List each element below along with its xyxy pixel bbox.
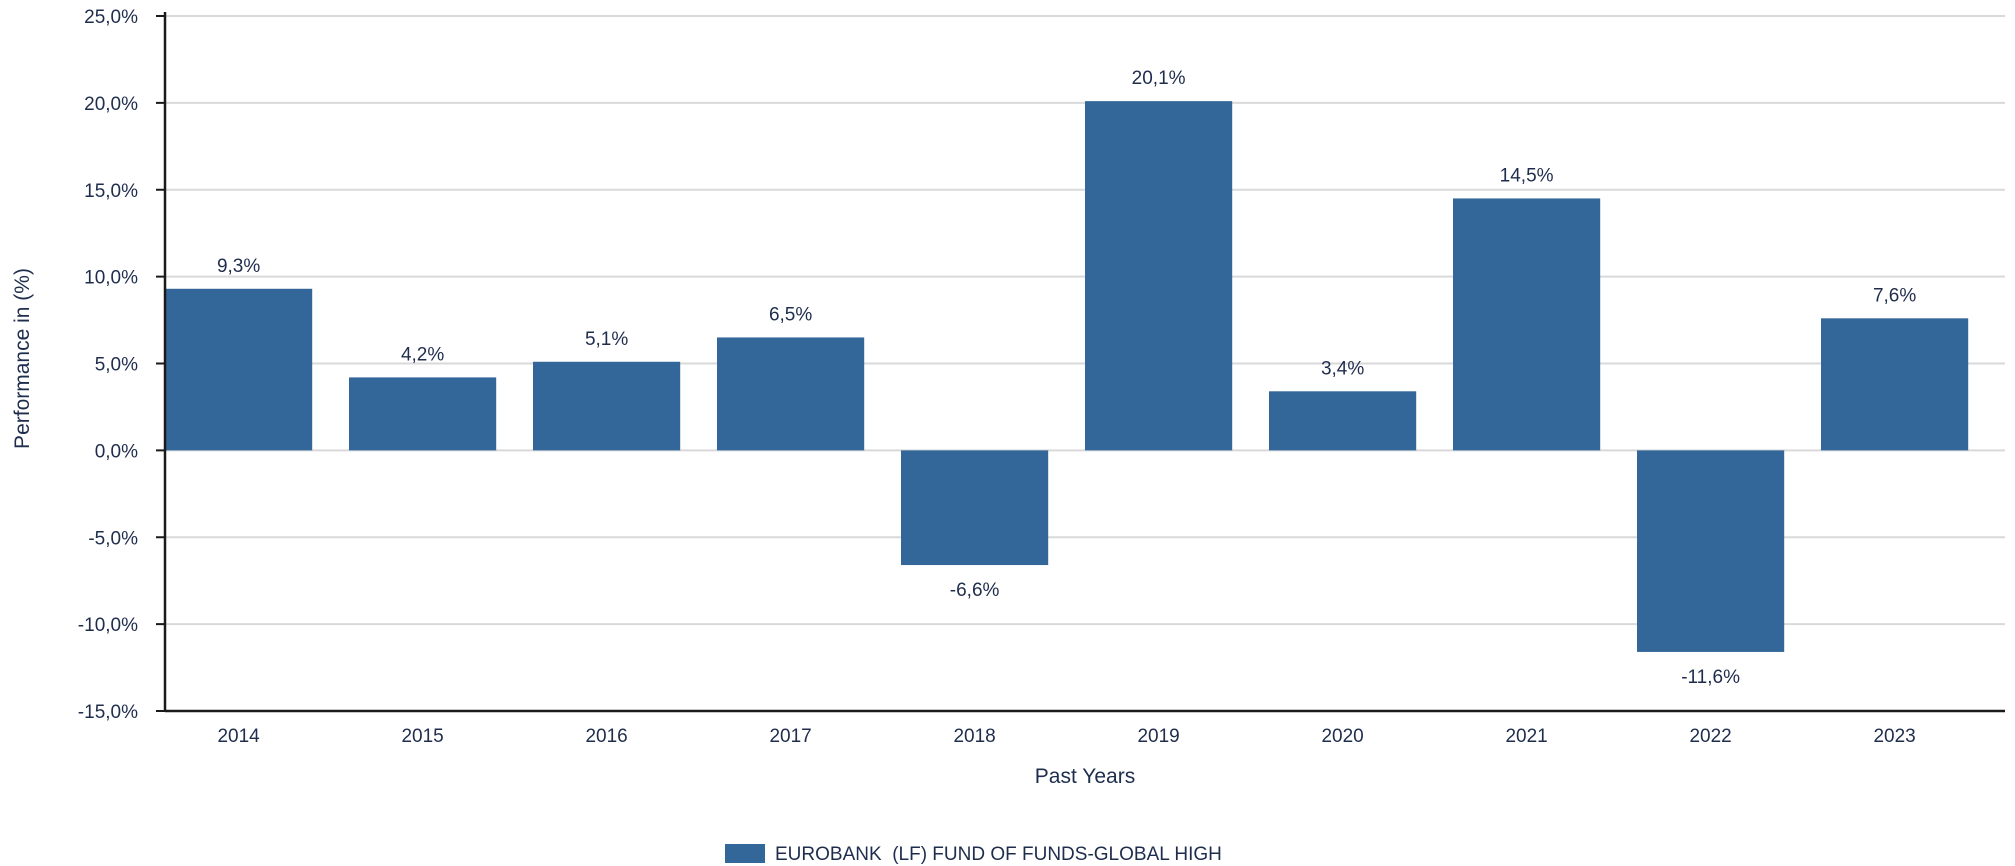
y-tick-label: -5,0% [88, 528, 138, 549]
x-tick-label: 2018 [953, 726, 995, 747]
legend-label: EUROBANK (LF) FUND OF FUNDS-GLOBAL HIGH [775, 844, 1222, 865]
x-tick-label: 2023 [1873, 726, 1915, 747]
bar [901, 450, 1049, 566]
bars [165, 101, 1969, 652]
y-axis-ticks: 25,0% 20,0% 15,0% 10,0% 5,0% 0,0% -5,0% -10,0% -… [78, 7, 165, 723]
x-axis-ticks: 2014 2015 2016 2017 2018 2019 2020 2021 2022 2023 [217, 726, 1915, 747]
x-axis-title: Past Years [1035, 765, 1135, 788]
x-tick-label: 2014 [217, 726, 260, 747]
y-tick-label: -15,0% [78, 702, 138, 723]
legend: EUROBANK (LF) FUND OF FUNDS-GLOBAL HIGH [725, 844, 1222, 865]
x-tick-label: 2021 [1505, 726, 1547, 747]
bar [717, 337, 865, 451]
data-label: 14,5% [1500, 165, 1554, 186]
data-labels: 9,3% 4,2% 5,1% 6,5% -6,6% 20,1% 3,4% 14,5% -11,6… [217, 68, 1916, 688]
data-label: 4,2% [401, 344, 444, 365]
data-label: -11,6% [1681, 667, 1740, 688]
bar [1637, 450, 1785, 652]
legend-swatch [725, 844, 765, 863]
y-tick-label: 5,0% [95, 355, 138, 376]
y-axis-title: Performance in (%) [11, 268, 34, 449]
bar [165, 288, 313, 451]
y-tick-label: -10,0% [78, 615, 138, 636]
bar [1085, 101, 1233, 451]
bar [533, 361, 681, 451]
x-tick-label: 2017 [769, 726, 811, 747]
bar [349, 377, 497, 451]
data-label: 6,5% [769, 304, 812, 325]
data-label: 9,3% [217, 256, 260, 277]
x-tick-label: 2022 [1689, 726, 1731, 747]
data-label: 7,6% [1873, 285, 1916, 306]
bar [1269, 391, 1417, 451]
x-tick-label: 2016 [585, 726, 627, 747]
bar [1453, 198, 1601, 451]
y-tick-label: 20,0% [84, 94, 138, 115]
data-label: 20,1% [1132, 68, 1186, 89]
x-tick-label: 2019 [1137, 726, 1179, 747]
y-tick-label: 25,0% [84, 7, 138, 28]
data-label: -6,6% [950, 580, 1000, 601]
x-tick-label: 2020 [1321, 726, 1363, 747]
y-tick-label: 0,0% [95, 441, 138, 462]
y-tick-label: 10,0% [84, 268, 138, 289]
y-tick-label: 15,0% [84, 181, 138, 202]
data-label: 3,4% [1321, 358, 1364, 379]
x-tick-label: 2015 [401, 726, 443, 747]
bar [1821, 318, 1969, 451]
data-label: 5,1% [585, 329, 628, 350]
